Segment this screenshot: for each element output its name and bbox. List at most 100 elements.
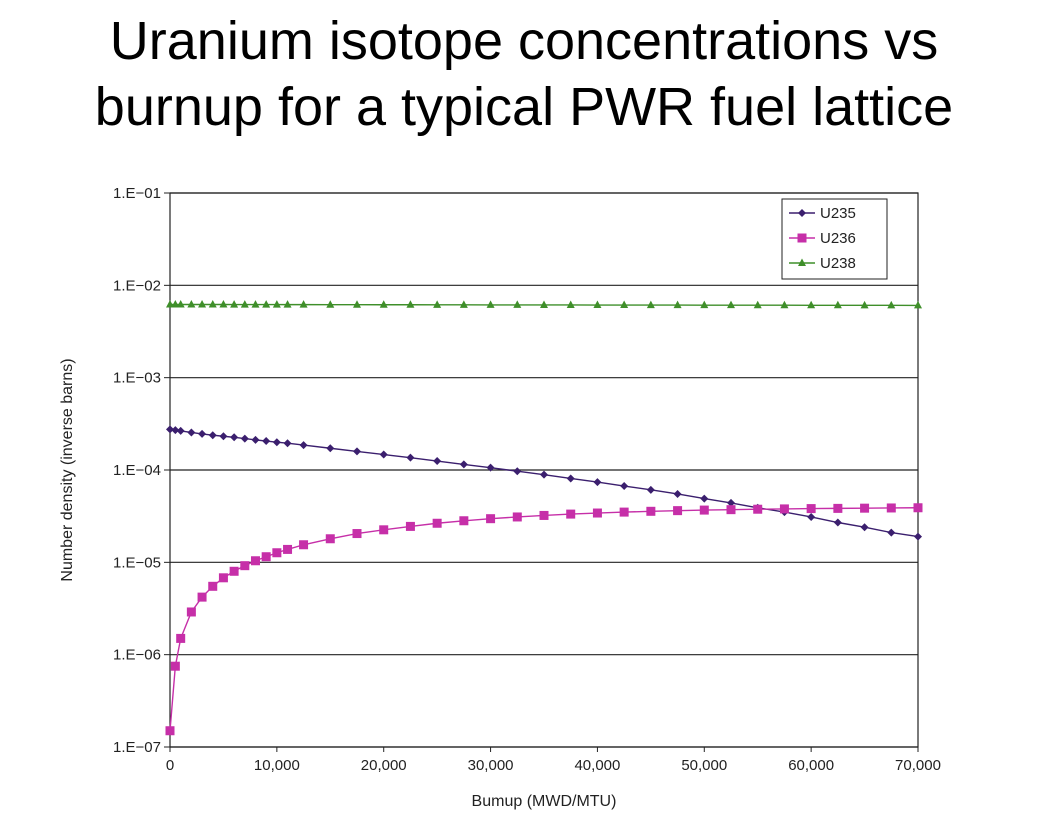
u236-point [619, 507, 629, 517]
slide-title-line-2: burnup for a typical PWR fuel lattice [94, 77, 954, 137]
u236-point [283, 544, 293, 554]
u238-point [208, 300, 217, 308]
u238-point [230, 300, 239, 308]
u236-point [165, 726, 175, 736]
u235-point [283, 439, 292, 448]
x-axis-label: Bumup (MWD/MTU) [472, 793, 617, 810]
u238-point [166, 300, 174, 308]
u238-point [171, 300, 180, 308]
u238-point [198, 300, 207, 308]
u235-point [620, 482, 629, 491]
u236-point [726, 505, 736, 515]
u235-point [208, 431, 217, 440]
u238-point [459, 300, 468, 308]
u235-point [262, 437, 271, 446]
y-tick-label: 1.E−07 [113, 739, 161, 756]
axes: 1.E−07 1.E−06 1.E−05 1.E−04 1.E−03 1.E−02 1.E−… [59, 185, 941, 810]
u238-point [593, 300, 602, 309]
u238-point [887, 300, 896, 309]
u235-point [176, 426, 185, 435]
u236-point [459, 516, 469, 526]
x-tick-label: 50,000 [681, 757, 727, 774]
u238-point [780, 300, 789, 309]
u236-point [325, 534, 335, 544]
u238-point [240, 300, 249, 308]
u238-point [513, 300, 522, 308]
u236-point [186, 607, 196, 617]
u236-point [405, 521, 415, 531]
u235-point [700, 494, 709, 503]
y-tick-label: 1.E−04 [113, 462, 161, 479]
u235-point [540, 470, 548, 479]
y-tick-label: 1.E−01 [113, 185, 161, 202]
u235-point [566, 474, 575, 483]
u236-point [197, 592, 207, 602]
u236-point [833, 503, 843, 513]
u236-point [779, 504, 789, 514]
u238-point [272, 300, 281, 308]
u235-point [171, 426, 180, 435]
x-tick-label: 40,000 [574, 757, 620, 774]
u235-point [513, 467, 522, 476]
u238-point [753, 300, 762, 309]
u235-point [887, 528, 896, 537]
series-u236 [165, 503, 923, 736]
u235-point [198, 429, 207, 438]
u235-point [459, 460, 468, 469]
legend-u235-marker [798, 209, 806, 217]
u235-point [406, 453, 415, 462]
u236-point [272, 548, 282, 558]
u235-point [187, 428, 196, 437]
u235-point [860, 523, 869, 532]
u236-point [208, 581, 218, 591]
series-group [165, 300, 923, 736]
y-tick-label: 1.E−05 [113, 554, 161, 571]
y-axis-label: Number density (inverse barns) [59, 358, 76, 581]
legend: U235 U236 U238 [781, 198, 888, 280]
legend-u235-label: U235 [820, 205, 856, 222]
u238-point [673, 300, 682, 309]
u238-point [646, 300, 655, 309]
u238-point [299, 300, 308, 308]
u238-point [406, 300, 415, 308]
x-tick-label: 70,000 [895, 757, 941, 774]
u236-point [486, 514, 496, 524]
u238-point [486, 300, 495, 308]
u235-point [833, 518, 842, 527]
u236-point [432, 518, 442, 528]
legend-u238-marker [798, 258, 806, 266]
u238-point [700, 300, 709, 309]
u236-point [699, 505, 709, 515]
u238-point [283, 300, 292, 308]
u238-point [187, 300, 196, 308]
u236-point [646, 506, 656, 516]
u235-point [486, 463, 495, 472]
y-tick-label: 1.E−06 [113, 647, 161, 664]
u236-line [169, 507, 919, 731]
u238-point [914, 300, 922, 309]
y-tick-label: 1.E−02 [113, 277, 161, 294]
u235-point [807, 512, 816, 521]
u238-point [620, 300, 629, 309]
u236-point [299, 540, 309, 550]
u235-point [673, 489, 682, 498]
u235-point [379, 450, 388, 459]
u235-point [353, 447, 361, 456]
u236-point [806, 504, 816, 514]
u236-point [261, 552, 271, 562]
u236-point [886, 503, 896, 513]
u236-point [176, 633, 186, 643]
u238-point [727, 300, 735, 309]
u236-point [592, 508, 602, 518]
u235-point [326, 444, 335, 453]
u236-point [512, 512, 522, 522]
legend-u236-marker [797, 233, 807, 243]
slide-title: Uranium isotope concentrations vs burnup… [0, 8, 1048, 140]
u235-point [727, 498, 735, 507]
u235-point [219, 432, 228, 441]
u235-point [240, 434, 249, 443]
x-tick-label: 0 [166, 757, 174, 774]
series-u235 [166, 425, 922, 541]
u235-point [433, 457, 442, 466]
